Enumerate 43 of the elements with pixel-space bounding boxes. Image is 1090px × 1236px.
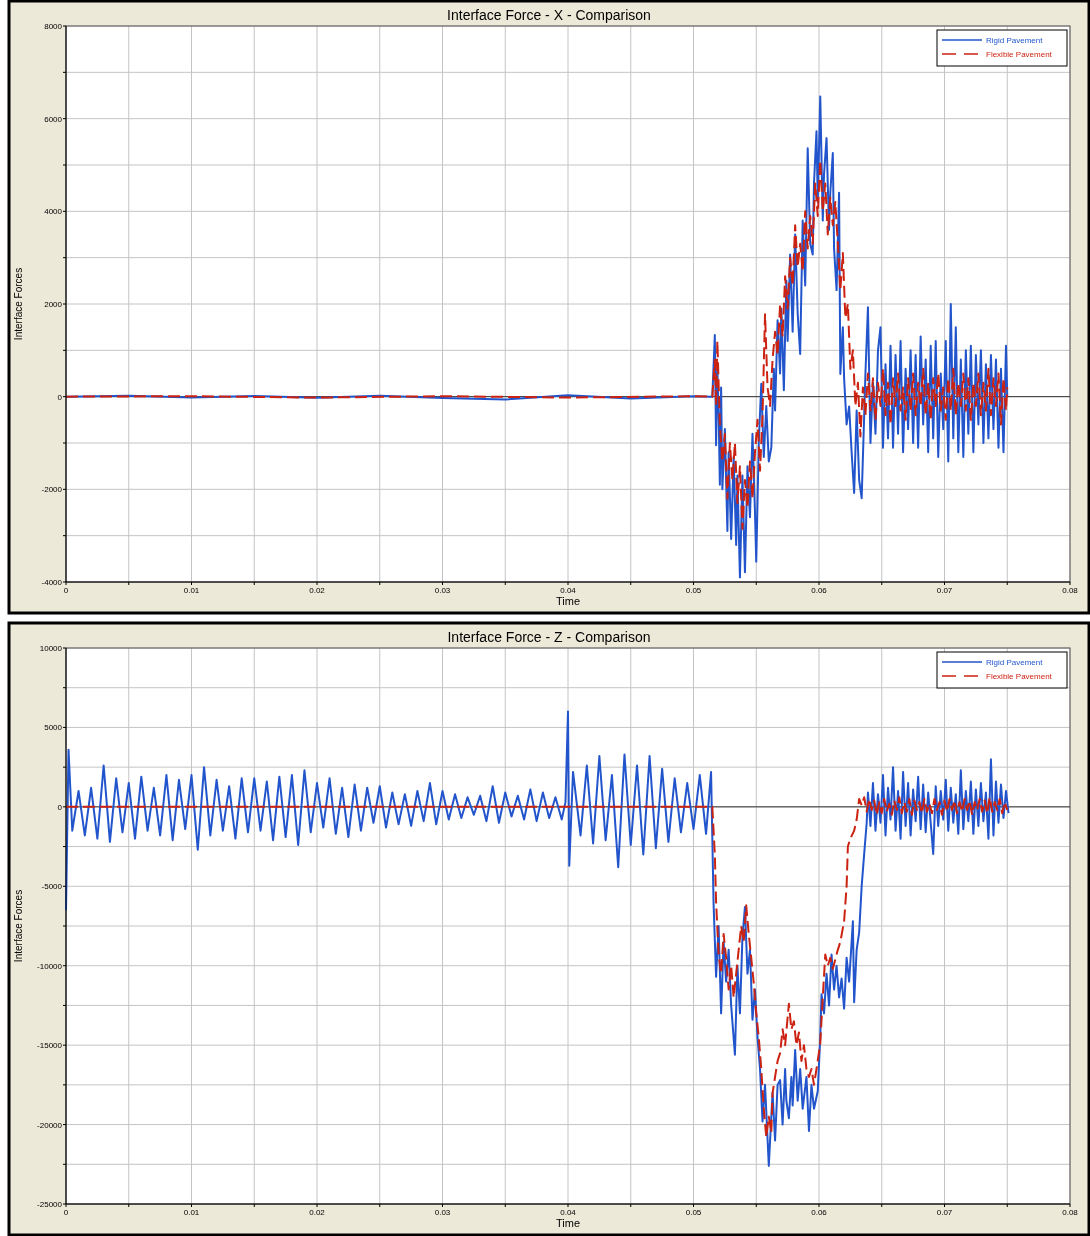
x-tick-label: 0.07 (936, 1208, 953, 1217)
x-tick-label: 0.08 (1062, 1208, 1079, 1217)
y-axis-title: Interface Forces (13, 267, 24, 341)
x-tick-label: 0.06 (811, 1208, 828, 1217)
x-tick-label: 0.04 (560, 1208, 577, 1217)
x-tick-label: 0.05 (685, 1208, 702, 1217)
chart-title: Interface Force - X - Comparison (447, 7, 651, 23)
y-tick-label: -15000 (37, 1041, 63, 1051)
y-tick-label: 6000 (44, 114, 63, 124)
x-tick-label: 0 (63, 586, 69, 595)
chart-title: Interface Force - Z - Comparison (447, 629, 651, 645)
y-tick-label: -10000 (37, 961, 63, 971)
legend-label: Flexible Pavement (986, 50, 1053, 59)
x-tick-label: 0.01 (183, 1208, 200, 1217)
y-axis-title: Interface Forces (13, 889, 24, 963)
x-tick-label: 0.02 (309, 1208, 326, 1217)
x-tick-label: 0.07 (936, 586, 953, 595)
y-tick-label: -5000 (41, 882, 63, 892)
y-tick-label: 5000 (44, 723, 63, 733)
y-tick-label: -25000 (37, 1200, 63, 1209)
y-tick-label: 0 (57, 392, 63, 402)
x-tick-label: 0.03 (434, 1208, 451, 1217)
y-tick-label: -4000 (41, 578, 63, 587)
x-tick-label: 0.08 (1062, 586, 1079, 595)
y-tick-label: 2000 (44, 300, 63, 309)
x-tick-label: 0.06 (811, 586, 828, 595)
x-tick-label: 0.03 (434, 586, 451, 595)
y-tick-label: 8000 (44, 22, 63, 31)
x-axis-title: Time (555, 595, 581, 607)
x-tick-label: 0 (63, 1208, 69, 1217)
y-tick-label: 10000 (39, 644, 63, 653)
x-tick-label: 0.05 (685, 586, 702, 595)
y-tick-label: 4000 (44, 207, 63, 217)
legend-label: Rigid Pavement (986, 36, 1044, 45)
legend-label: Rigid Pavement (986, 658, 1044, 667)
x-tick-label: 0.02 (309, 586, 326, 595)
y-tick-label: 0 (57, 802, 63, 812)
legend-label: Flexible Pavement (986, 672, 1053, 681)
x-tick-label: 0.01 (183, 586, 200, 595)
x-axis-title: Time (555, 1217, 581, 1229)
y-tick-label: -20000 (37, 1120, 63, 1130)
y-tick-label: -2000 (41, 485, 63, 495)
x-tick-label: 0.04 (560, 586, 577, 595)
